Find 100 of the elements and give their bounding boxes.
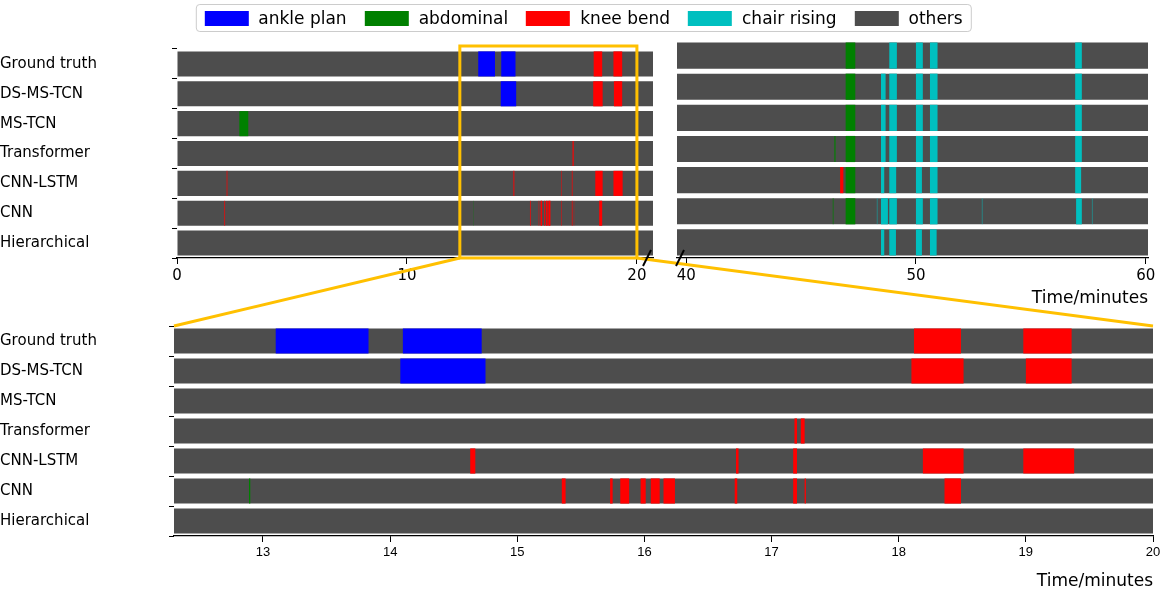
legend-label: others (908, 8, 963, 28)
x-axis-title: Time/minutes (1035, 570, 1154, 591)
y-tick-label: CNN-LSTM (0, 173, 79, 192)
x-tick-label: 20 (627, 265, 647, 284)
y-tick-label: Hierarchical (0, 510, 90, 529)
bar (929, 167, 938, 194)
bar (915, 104, 923, 131)
bar (889, 42, 897, 69)
bar (174, 478, 1153, 504)
bar (177, 200, 653, 226)
bar (275, 328, 369, 354)
bar (650, 478, 660, 504)
legend-label: ankle plan (258, 8, 347, 28)
bar (800, 418, 805, 444)
bar (915, 73, 923, 100)
x-tick-label: 19 (1018, 544, 1034, 560)
bar (915, 135, 923, 163)
x-axis-title: Time/minutes (1030, 287, 1149, 308)
bar (889, 104, 897, 131)
bar (889, 73, 897, 100)
bar (1075, 104, 1082, 131)
x-tick-label: 50 (906, 265, 926, 284)
bar (400, 358, 486, 384)
bar (1075, 42, 1082, 69)
bar (845, 135, 856, 163)
x-tick-label: 60 (1136, 265, 1156, 284)
bar (845, 73, 856, 100)
y-tick-label: CNN-LSTM (0, 450, 79, 469)
bar (881, 104, 886, 131)
bar (735, 448, 739, 474)
bar (478, 51, 496, 77)
bar (174, 448, 1153, 474)
x-tick-label: 16 (637, 544, 652, 560)
y-tick-label: DS-MS-TCN (0, 83, 83, 102)
bar (239, 111, 249, 137)
bar (174, 418, 1153, 444)
bar (881, 135, 886, 163)
bar (561, 478, 566, 504)
x-tick-label: 14 (382, 544, 398, 560)
x-tick-label: 15 (510, 544, 525, 560)
bar (929, 104, 938, 131)
bar (929, 135, 938, 163)
bar (177, 111, 653, 137)
bar (1075, 135, 1082, 163)
legend-label: chair rising (742, 8, 837, 28)
y-tick-label: Ground truth (0, 53, 97, 72)
y-tick-label: CNN (0, 203, 33, 222)
legend-label: knee bend (580, 8, 671, 28)
bar (402, 328, 482, 354)
legend-label: abdominal (418, 8, 509, 28)
bar (610, 478, 613, 504)
y-tick-label: Transformer (0, 143, 91, 162)
bar (922, 448, 964, 474)
bar (911, 358, 964, 384)
bar (1023, 448, 1075, 474)
bar (177, 81, 653, 107)
bar (593, 81, 603, 107)
x-tick-label: 40 (676, 265, 696, 284)
bar (1075, 73, 1082, 100)
bar (915, 198, 923, 225)
y-tick-label: Ground truth (0, 330, 97, 349)
bar (889, 167, 897, 194)
bar (613, 170, 623, 196)
bar (913, 328, 962, 354)
bar (929, 42, 938, 69)
bar (640, 478, 646, 504)
x-tick-label: 0 (172, 265, 182, 284)
bar (620, 478, 630, 504)
bar (500, 81, 517, 107)
bar (915, 167, 922, 194)
bar (599, 200, 603, 226)
bar (915, 42, 923, 69)
bar (881, 167, 885, 194)
bar (1025, 358, 1072, 384)
y-tick-label: MS-TCN (0, 390, 57, 409)
y-tick-label: CNN (0, 480, 33, 499)
bar (613, 51, 623, 77)
bar (1075, 167, 1082, 194)
bar (677, 42, 1148, 69)
bar (793, 448, 797, 474)
x-tick-label: 17 (764, 544, 779, 560)
x-tick-label: 20 (1145, 544, 1161, 560)
bar (177, 170, 653, 196)
y-tick-label: MS-TCN (0, 113, 57, 132)
bar (1076, 198, 1082, 225)
y-tick-label: DS-MS-TCN (0, 360, 83, 379)
x-tick-label: 18 (891, 544, 906, 560)
bar (845, 198, 856, 225)
x-tick-label: 13 (255, 544, 271, 560)
bar (470, 448, 476, 474)
bar (177, 140, 653, 167)
bar (613, 81, 623, 107)
bar (793, 478, 797, 504)
bar (889, 135, 897, 163)
y-tick-label: Transformer (0, 420, 91, 439)
bar (794, 418, 797, 444)
bar (929, 198, 938, 225)
bar (501, 51, 516, 77)
y-tick-label: Hierarchical (0, 232, 90, 251)
bar (929, 73, 938, 100)
